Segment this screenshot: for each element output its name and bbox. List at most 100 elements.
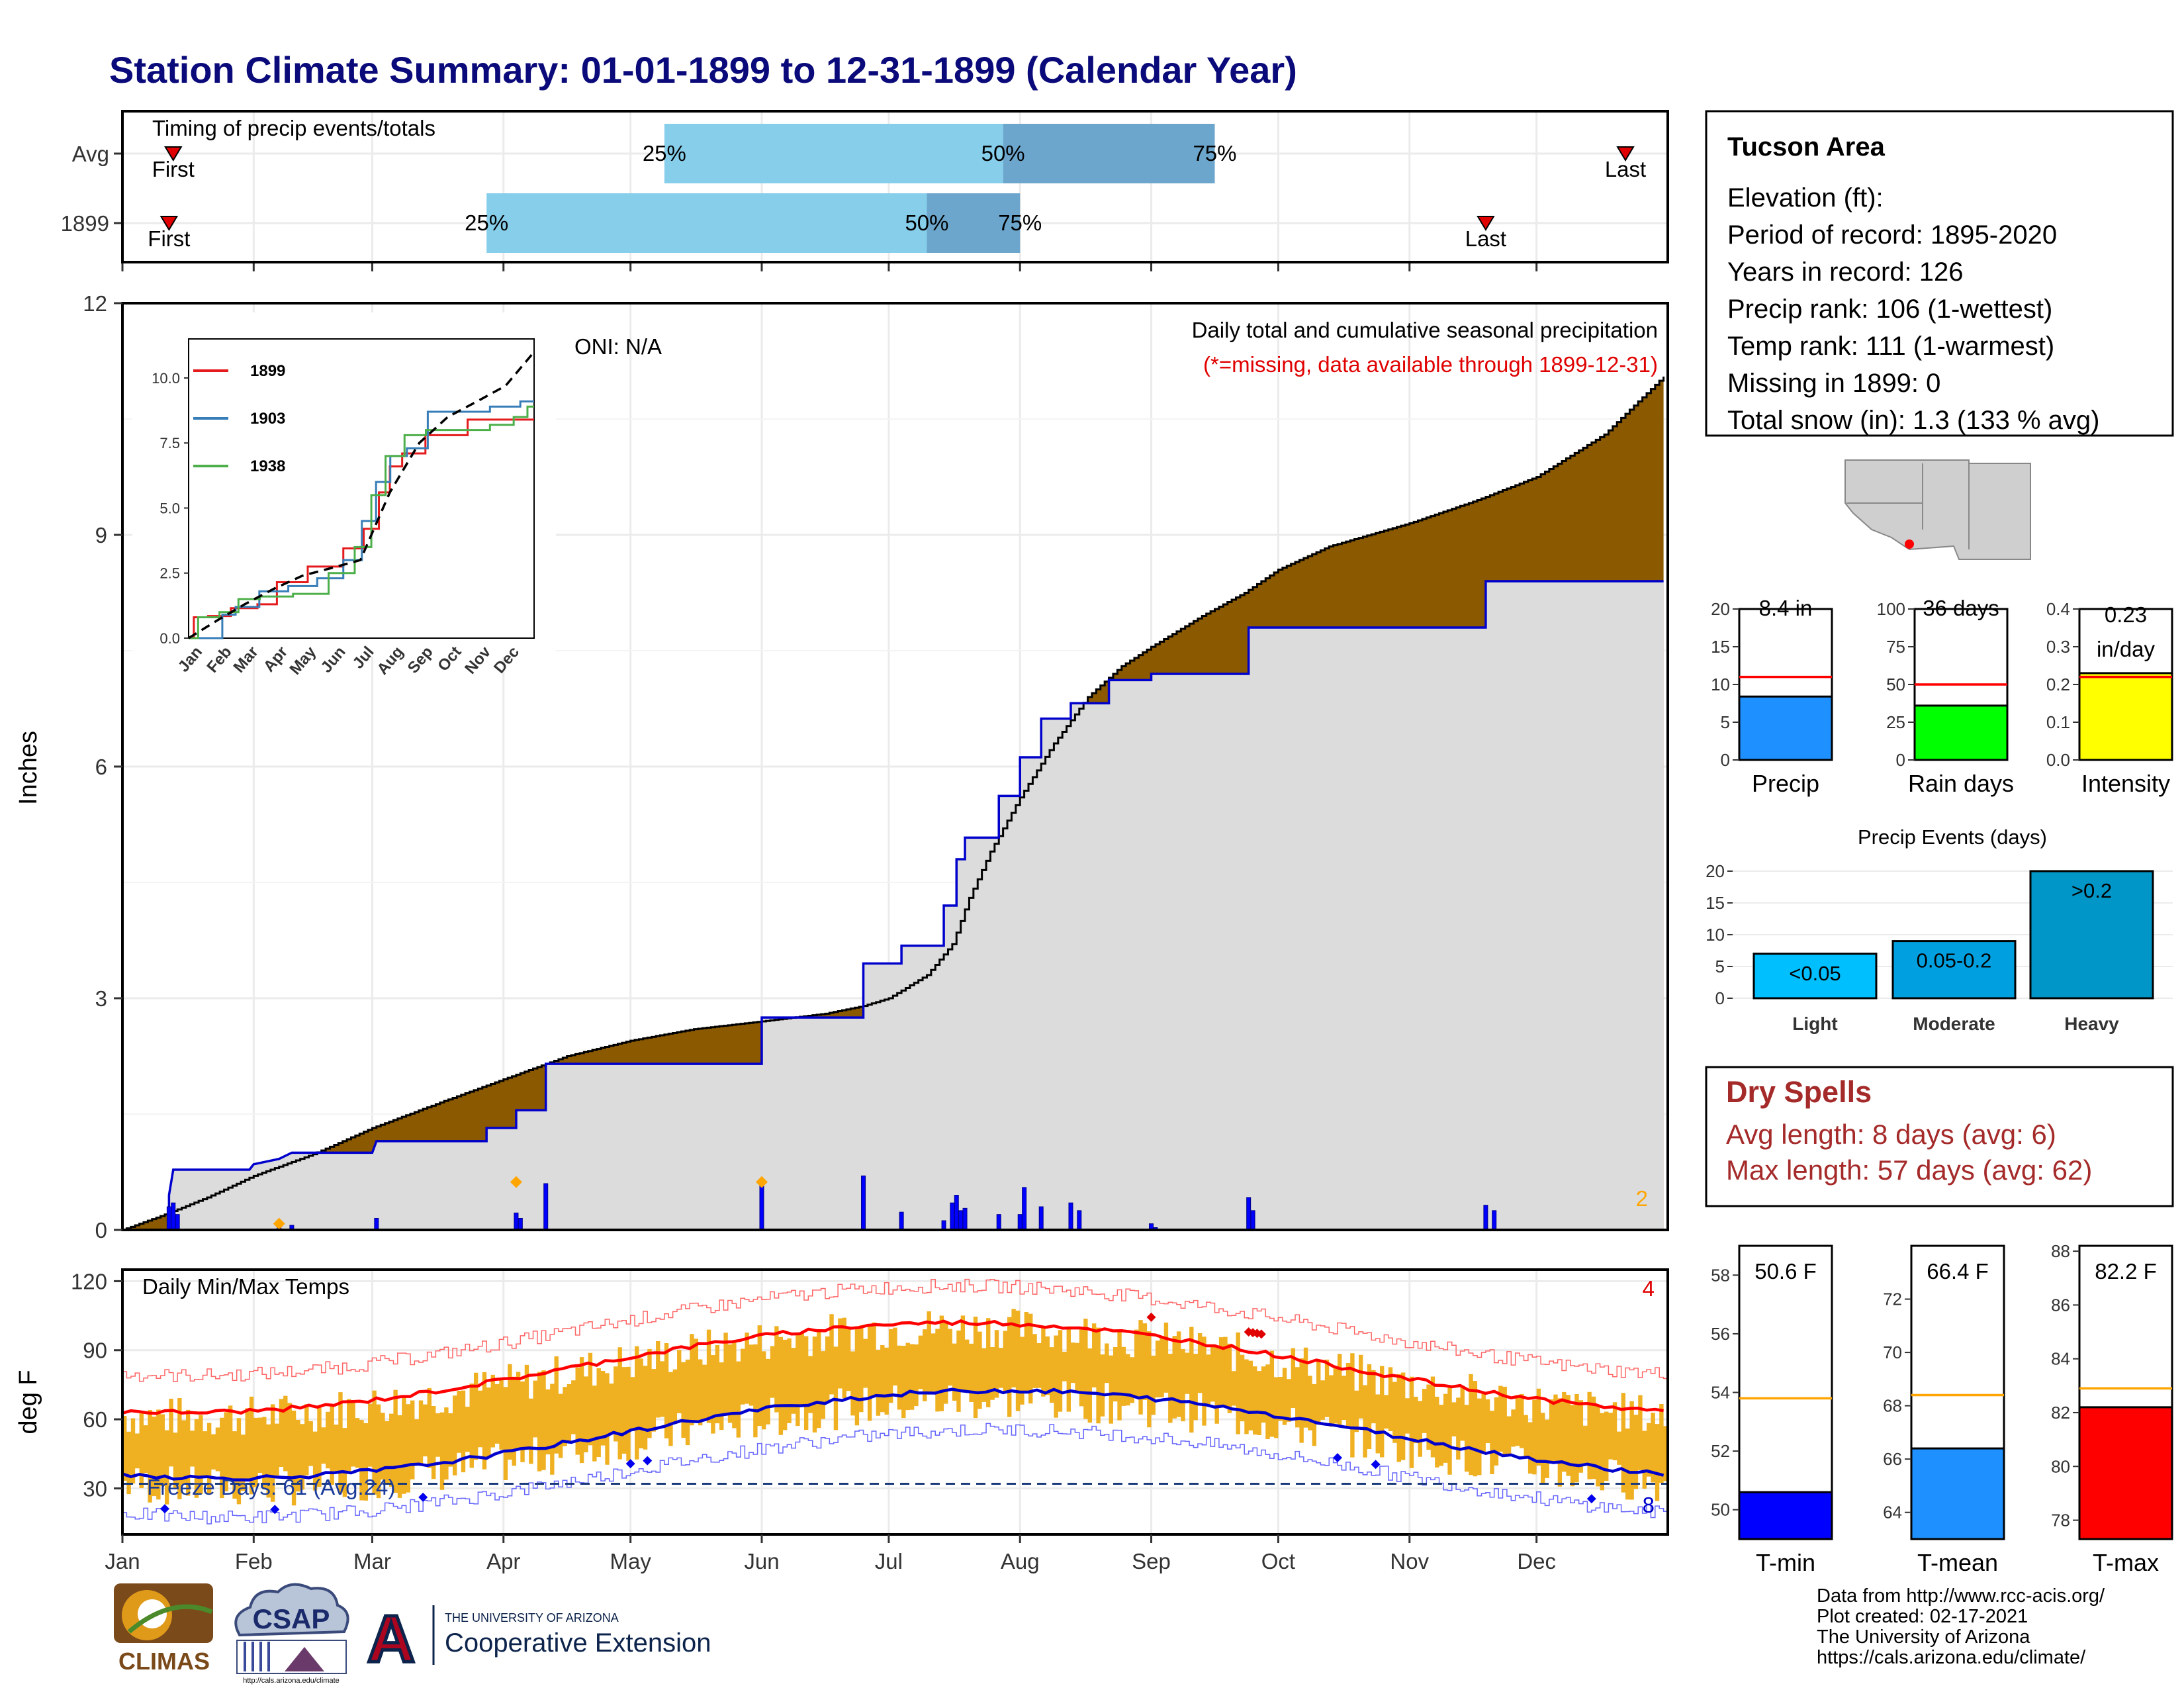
temp-bar-value (1910, 1447, 2005, 1540)
daily-precip-bar (514, 1212, 519, 1231)
cold-day-marker (270, 1505, 280, 1515)
daily-precip-bar (1077, 1210, 1082, 1231)
month-label: Dec (1517, 1549, 1556, 1573)
temp-bar-frame (1738, 1244, 1833, 1540)
station-info-line: Temp rank: 111 (1-warmest) (1727, 332, 2054, 361)
station-info-box: Tucson Area Elevation (ft): Period of rec… (1705, 110, 2174, 437)
precip-y-tick: 9 (95, 523, 107, 547)
daily-precip-bar (1017, 1214, 1023, 1231)
credit-line: Data from http://www.rcc-acis.org/ (1817, 1585, 2105, 1607)
dry-spells-title: Dry Spells (1726, 1075, 1872, 1109)
daily-precip-bar (962, 1207, 968, 1231)
month-label: Apr (486, 1549, 520, 1573)
mini-bar-value (1913, 704, 2009, 761)
credits-block: Data from http://www.rcc-acis.org/Plot c… (1817, 1585, 2105, 1668)
cold-day-marker (643, 1456, 653, 1466)
precip-y-tick: 6 (95, 755, 107, 779)
events-y-tick: 0 (1715, 988, 1725, 1008)
credit-line: Plot created: 02-17-2021 (1817, 1606, 2028, 1627)
timing-panel: 25% 50% 75% First Last Avg 25% 50% 75% First Last 1… (61, 110, 1669, 263)
mini-bar-value-text: 8.4 in (1759, 596, 1813, 620)
daily-precip-bar (1250, 1210, 1255, 1231)
events-category-label: Moderate (1913, 1013, 1995, 1034)
temp-bar-value (1738, 1491, 1833, 1540)
credit-line: The University of Arizona (1817, 1626, 2030, 1648)
temp-bar-label: T-mean (1917, 1549, 1998, 1576)
station-name: Tucson Area (1727, 132, 1886, 162)
timing-p50-label: 50% (981, 141, 1025, 165)
daily-precip-bar (374, 1218, 379, 1231)
temp-bar-y-tick: 78 (2051, 1511, 2070, 1530)
events-y-tick: 5 (1715, 957, 1725, 976)
mini-bar-y-tick: 100 (1877, 599, 1905, 619)
temp-bar-y-tick: 64 (1883, 1503, 1902, 1523)
precip-y-axis-label: Inches (15, 731, 42, 805)
mini-bar-y-tick: 0.3 (2046, 637, 2070, 657)
timing-panel-title: Timing of precip events/totals (152, 116, 435, 140)
events-bar-label: 0.05-0.2 (1917, 949, 1992, 972)
daily-temp-band (122, 1309, 1668, 1506)
precip-y-tick: 0 (95, 1218, 107, 1243)
hot-days-count: 4 (1643, 1276, 1655, 1301)
daily-precip-bar (518, 1218, 523, 1231)
daily-precip-bar (1022, 1187, 1027, 1231)
station-info-line: Period of record: 1895-2020 (1727, 220, 2057, 250)
cumulative-1899-area (122, 581, 1664, 1230)
mini-bar-y-tick: 75 (1886, 637, 1905, 657)
month-label: Oct (1261, 1549, 1295, 1573)
ua-line1: THE UNIVERSITY OF ARIZONA (445, 1611, 619, 1624)
month-label: Nov (1390, 1549, 1429, 1573)
temp-bar-value-text: 66.4 F (1927, 1259, 1989, 1284)
inset-legend-label: 1903 (250, 410, 285, 428)
timing-p25-label: 25% (643, 141, 686, 165)
month-label: Jan (105, 1549, 140, 1573)
timing-box-upper (927, 193, 1021, 253)
events-bar (1891, 940, 2017, 1000)
mini-bar-value (1738, 695, 1833, 761)
temp-summary-charts: 50 52 54 56 58 50.6 F T-min 64 66 68 70 72 66.4 F T-m… (1711, 1241, 2173, 1576)
timing-first-label: First (148, 226, 190, 251)
inset-legend-label: 1899 (250, 362, 285, 380)
daily-precip-bar (861, 1175, 866, 1231)
hot-day-marker (1256, 1329, 1266, 1339)
timing-row-label: 1899 (61, 211, 109, 236)
cold-day-marker (1586, 1494, 1596, 1504)
temp-bar-y-tick: 72 (1883, 1289, 1902, 1309)
station-info-line: Precip rank: 106 (1-wettest) (1727, 295, 2052, 324)
temp-bar-y-tick: 50 (1711, 1500, 1730, 1520)
events-bar-label: >0.2 (2071, 879, 2112, 902)
mini-bar-value-unit: in/day (2097, 637, 2156, 661)
inset-series-line (189, 400, 534, 639)
timing-row-label: Avg (72, 142, 109, 166)
mini-bar-value-text: 36 days (1923, 596, 1999, 620)
precip-events-title: Precip Events (days) (1858, 825, 2047, 849)
mini-bar-y-tick: 0.4 (2046, 599, 2070, 619)
temp-bar-y-tick: 82 (2051, 1403, 2070, 1423)
month-label: Jun (744, 1549, 779, 1573)
ua-line2: Cooperative Extension (445, 1628, 711, 1658)
mini-bar-y-tick: 0.2 (2046, 675, 2070, 694)
events-y-tick: 10 (1706, 925, 1725, 945)
mini-bar-y-tick: 0 (1721, 750, 1730, 770)
cold-day-marker (159, 1504, 169, 1514)
temp-bar-y-tick: 84 (2051, 1349, 2070, 1369)
temp-bar-y-tick: 66 (1883, 1449, 1902, 1469)
daily-precip-bar (958, 1210, 964, 1231)
daily-precip-bar (941, 1220, 946, 1231)
events-y-tick: 15 (1706, 893, 1725, 913)
mini-bar-y-tick: 10 (1711, 675, 1730, 694)
chart-title: Station Climate Summary: 01-01-1899 to 1… (109, 49, 1297, 91)
daily-precip-bar (171, 1202, 176, 1231)
timing-marker (164, 146, 183, 162)
temp-bar-value-text: 50.6 F (1754, 1259, 1817, 1284)
avg-cumulative-line (122, 376, 1665, 1231)
month-label: Feb (235, 1549, 273, 1573)
inset-y-tick: 0.0 (159, 630, 180, 647)
station-info-line: Elevation (ft): (1727, 183, 1884, 212)
events-category-label: Heavy (2064, 1013, 2119, 1034)
inset-series-line (189, 418, 534, 639)
mini-bar-y-tick: 0.0 (2046, 750, 2070, 770)
events-bar-label: <0.05 (1789, 962, 1841, 985)
cumulative-1899-line (122, 580, 1664, 1231)
avg-min-temp-line (122, 1387, 1664, 1482)
